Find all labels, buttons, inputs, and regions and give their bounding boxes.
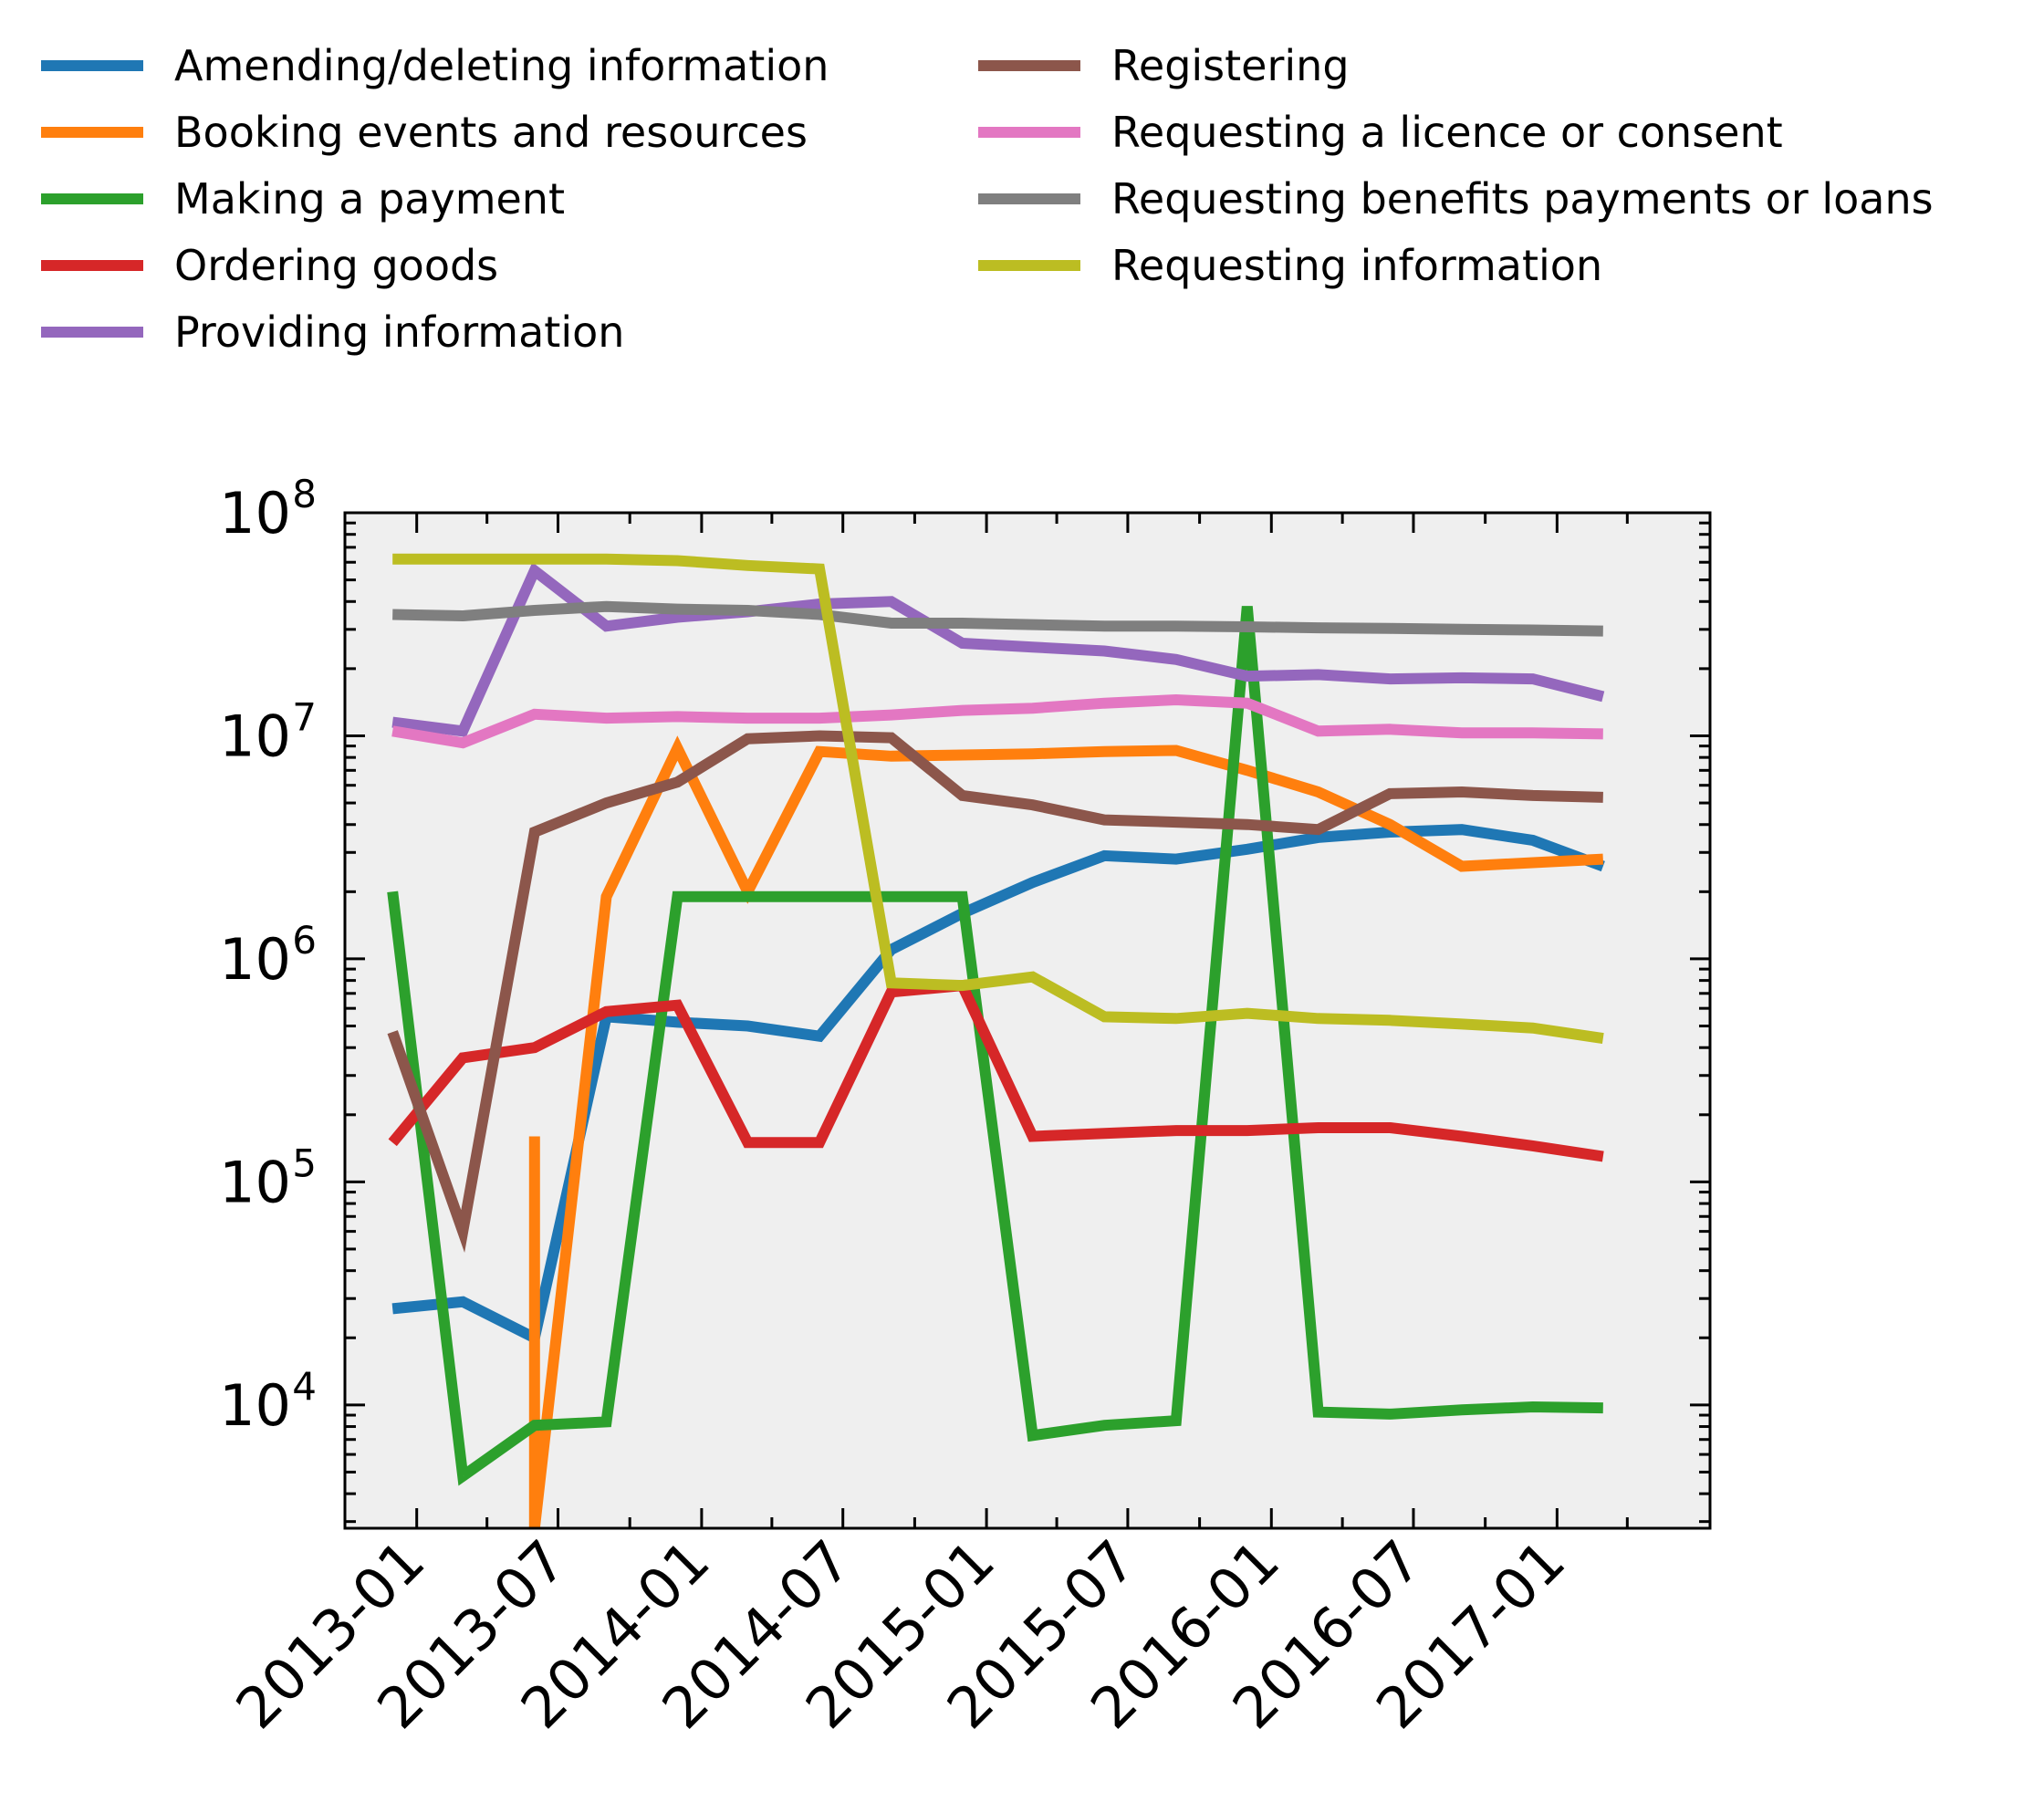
- y-tick-exponent: 6: [292, 918, 317, 963]
- legend-entry: Ordering goods: [41, 241, 498, 290]
- series-line: [392, 553, 1604, 1045]
- legend-label: Requesting benefits payments or loans: [1111, 174, 1934, 224]
- y-tick-base: 10: [219, 1149, 291, 1215]
- y-tick-label: 10 4: [219, 1364, 317, 1439]
- legend-label: Making a payment: [174, 174, 565, 224]
- y-tick-label: 10 8: [219, 472, 317, 547]
- series-line: [391, 562, 1605, 737]
- legend: Amending/deleting information Booking eve…: [41, 41, 1934, 357]
- legend-entry: Requesting information: [978, 241, 1602, 290]
- y-tick-exponent: 4: [292, 1364, 317, 1409]
- legend-entry: Booking events and resources: [41, 108, 808, 157]
- y-tick-base: 10: [219, 1372, 291, 1439]
- y-tick-base: 10: [219, 480, 291, 547]
- plot-frame: [343, 511, 1712, 1530]
- legend-entry: Requesting a licence or consent: [978, 108, 1783, 157]
- y-tick-label: 10 7: [219, 694, 317, 769]
- series-line: [388, 979, 1604, 1162]
- series-line: [528, 735, 1604, 1529]
- legend-entry: Providing information: [41, 307, 624, 357]
- y-tick-exponent: 5: [292, 1140, 317, 1185]
- legend-entry: Registering: [978, 41, 1350, 90]
- legend-label: Ordering goods: [174, 241, 498, 290]
- y-tick-base: 10: [219, 926, 291, 993]
- legend-label: Requesting information: [1111, 241, 1602, 290]
- y-tick-label: 10 5: [219, 1140, 317, 1215]
- series-line: [391, 693, 1603, 749]
- series-line: [392, 600, 1603, 637]
- legend-entry: Amending/deleting information: [41, 41, 829, 90]
- legend-entry: Requesting benefits payments or loans: [978, 174, 1934, 224]
- legend-label: Registering: [1111, 41, 1350, 90]
- legend-label: Requesting a licence or consent: [1111, 108, 1783, 157]
- y-tick-exponent: 8: [292, 472, 317, 516]
- series-line: [387, 730, 1603, 1254]
- y-tick-base: 10: [219, 703, 291, 769]
- y-tick-exponent: 7: [292, 694, 317, 739]
- legend-label: Booking events and resources: [174, 108, 808, 157]
- legend-label: Providing information: [174, 307, 624, 357]
- series-lines: [387, 553, 1605, 1529]
- legend-label: Amending/deleting information: [174, 41, 829, 90]
- series-line: [387, 606, 1603, 1486]
- x-axis-labels: 2013-012013-072014-012014-072015-012015-…: [223, 1527, 1577, 1742]
- y-tick-label: 10 6: [219, 918, 317, 993]
- legend-entry: Making a payment: [41, 174, 565, 224]
